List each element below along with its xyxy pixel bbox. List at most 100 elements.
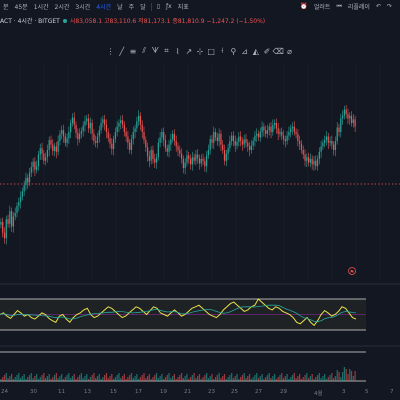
rectangle-icon[interactable]: □ xyxy=(207,46,215,56)
x-tick-label: 4월 xyxy=(314,391,323,397)
zoom-icon[interactable]: ◭ xyxy=(252,46,259,56)
candle-body xyxy=(204,160,206,167)
candle-body xyxy=(236,141,238,146)
volume-bar xyxy=(227,377,229,381)
candle-body xyxy=(175,141,177,147)
candle-body xyxy=(180,153,183,159)
replay-icon[interactable]: ⏮ xyxy=(336,2,342,10)
volume-bar xyxy=(189,377,192,381)
volume-bar xyxy=(329,375,331,381)
candle-body xyxy=(248,146,251,150)
volume-bar xyxy=(322,376,324,381)
text-icon[interactable]: ⊹ xyxy=(196,46,204,56)
candle-body xyxy=(293,126,295,132)
volume-bar xyxy=(172,376,174,381)
volume-bar xyxy=(256,373,258,381)
replay-button[interactable]: 리플레이 xyxy=(347,4,370,11)
timeframe-3h[interactable]: 3시간 xyxy=(75,4,91,11)
timeframe-week[interactable]: 주 xyxy=(128,4,135,11)
volume-bar xyxy=(197,376,199,381)
time-axis[interactable]: 24 30 11 13 15 17 19 21 23 25 27 29 4월 3… xyxy=(0,386,400,400)
candle-body xyxy=(87,118,90,129)
fib-icon[interactable]: ⌗ xyxy=(164,46,169,55)
volume-bar xyxy=(214,377,217,381)
candle-body xyxy=(352,119,354,123)
timeframe-2h[interactable]: 2시간 xyxy=(54,4,70,11)
candle-body xyxy=(247,142,249,147)
timeframe-day[interactable]: 날 xyxy=(117,4,123,11)
timeframe-45m[interactable]: 45분 xyxy=(14,4,28,11)
volume-bar xyxy=(170,378,172,381)
redo-button[interactable]: ↷ xyxy=(386,3,392,10)
symbol-legend: ACT · 4시간 · BITGET 시83,058.1 고83,110.6 저… xyxy=(0,16,265,25)
volume-bar xyxy=(333,378,335,381)
volume-bar xyxy=(120,378,122,381)
timeframe-4h[interactable]: 4시간 xyxy=(96,4,112,11)
brush-icon[interactable]: ↗ xyxy=(185,46,193,56)
candle-body xyxy=(21,191,23,197)
volume-bar xyxy=(343,367,345,381)
candle-body xyxy=(46,150,49,158)
alert-icon[interactable]: ⏰ xyxy=(300,3,308,10)
candle-body xyxy=(80,131,83,134)
volume-bar xyxy=(282,378,285,381)
trash-icon[interactable]: ⌀ xyxy=(287,46,292,56)
candle-body xyxy=(277,128,279,134)
volume-bar xyxy=(105,373,108,381)
trend-line-icon[interactable]: ╱ xyxy=(119,46,125,56)
volume-bar xyxy=(205,373,208,381)
candle-body xyxy=(0,222,2,225)
volume-bar xyxy=(347,374,349,381)
volume-bar xyxy=(61,374,63,381)
volume-bar xyxy=(225,379,227,381)
volume-bar xyxy=(93,373,95,381)
volume-bar xyxy=(155,373,158,381)
candle-body xyxy=(252,141,254,146)
timeframe-month[interactable]: 달 xyxy=(140,4,146,11)
candle-body xyxy=(12,216,15,227)
candle-body xyxy=(345,109,347,114)
volume-bar xyxy=(184,376,186,381)
volume-bar xyxy=(163,379,165,381)
pitchfork-icon[interactable]: ᗐ xyxy=(151,46,160,55)
volume-bar xyxy=(291,375,294,381)
candle-body xyxy=(254,135,256,141)
candle-body xyxy=(279,132,281,134)
candle-body xyxy=(157,142,159,158)
pattern-icon[interactable]: ⟊ xyxy=(221,46,224,55)
symbol-label[interactable]: ACT · 4시간 · BITGET xyxy=(0,18,60,25)
volume-bar xyxy=(239,377,242,381)
measure-icon[interactable]: ⊿ xyxy=(241,46,248,56)
indicators-icon[interactable]: ƒx xyxy=(166,3,172,10)
price-chart[interactable]: ⚑ xyxy=(0,0,400,386)
candle-body xyxy=(263,126,265,131)
lock-icon[interactable]: ⌫ xyxy=(272,46,284,56)
volume-bar xyxy=(166,375,168,381)
channel-icon[interactable]: ⫽ xyxy=(142,46,146,55)
timeframe-1h[interactable]: 1시간 xyxy=(33,4,49,11)
x-tick-label: 23 xyxy=(208,389,215,395)
prediction-icon[interactable]: ⚲ xyxy=(230,46,237,56)
alert-marker-icon[interactable] xyxy=(348,267,356,275)
alert-button[interactable]: 얼러트 xyxy=(313,4,331,11)
candle-style-icon[interactable]: ▯ xyxy=(156,3,161,10)
indicators-button[interactable]: 지표 xyxy=(177,4,189,11)
candle-body xyxy=(55,146,57,152)
undo-button[interactable]: ↶ xyxy=(375,3,381,10)
volume-bar xyxy=(252,377,254,381)
volume-bar xyxy=(0,379,2,381)
volume-bar xyxy=(279,375,281,381)
horizontal-ray-icon[interactable]: ≡ xyxy=(129,46,137,56)
candle-body xyxy=(266,130,269,134)
candle-body xyxy=(322,142,324,147)
shapes-icon[interactable]: ⌇ xyxy=(175,46,180,56)
volume-bar xyxy=(270,378,272,381)
candle-body xyxy=(350,115,353,123)
chart-type-button[interactable]: 분 xyxy=(3,4,9,11)
cursor-icon[interactable]: ⋮ xyxy=(106,46,115,56)
market-status-icon xyxy=(62,18,67,23)
magnet-icon[interactable]: ✐ xyxy=(263,46,271,56)
volume-bar xyxy=(275,379,278,381)
candle-body xyxy=(166,148,168,152)
candle-body xyxy=(143,132,145,141)
